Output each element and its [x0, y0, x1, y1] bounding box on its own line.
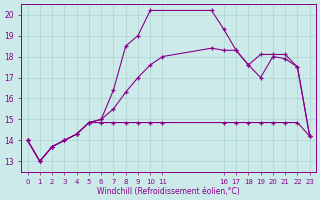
- X-axis label: Windchill (Refroidissement éolien,°C): Windchill (Refroidissement éolien,°C): [97, 187, 240, 196]
